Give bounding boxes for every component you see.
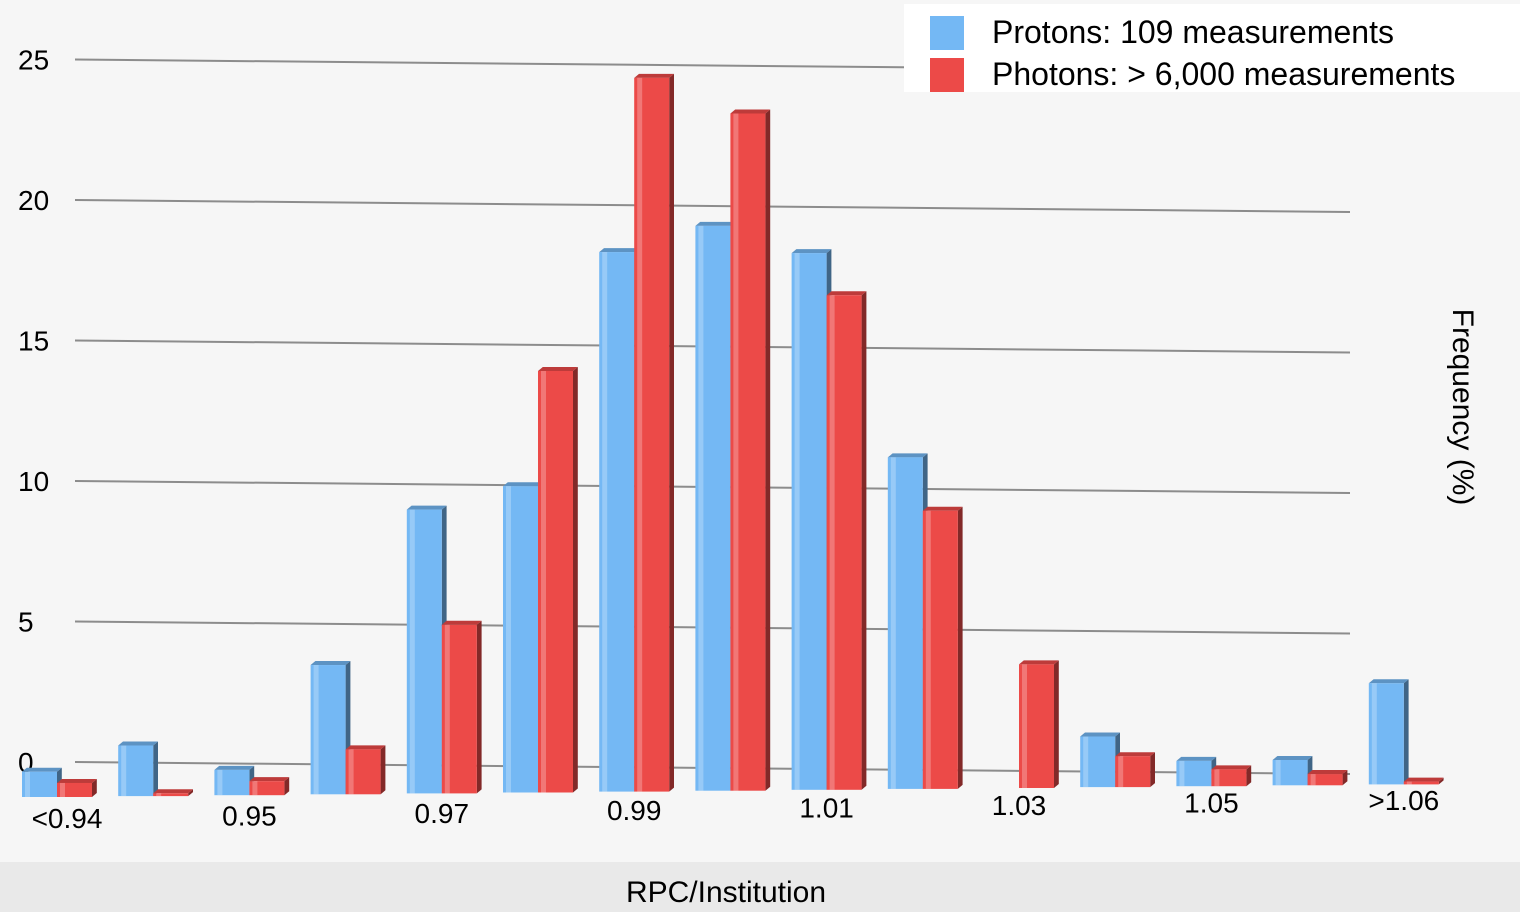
- y-tick-label: 10: [18, 466, 49, 497]
- y-tick-label: 5: [18, 607, 34, 638]
- legend-swatch-photons: [930, 58, 964, 92]
- gridline: [74, 199, 1351, 213]
- proton-bar: [310, 661, 351, 795]
- x-tick-label: <0.94: [32, 803, 103, 834]
- x-axis-title: RPC/Institution: [625, 876, 827, 909]
- photon-bar: [1403, 777, 1444, 785]
- photon-bar: [730, 109, 771, 791]
- proton-bar: [118, 741, 158, 797]
- proton-bar: [887, 453, 928, 789]
- legend-label-photons: Photons: > 6,000 measurements: [992, 56, 1456, 92]
- photon-bar: [1115, 752, 1155, 788]
- proton-bar: [695, 221, 736, 791]
- proton-bar: [406, 505, 447, 794]
- photon-bar: [922, 506, 963, 789]
- proton-bar: [1272, 756, 1313, 786]
- photon-bar: [153, 789, 193, 797]
- y-tick-label: 20: [18, 185, 49, 216]
- x-axis-band: [0, 862, 1520, 912]
- proton-bar: [1368, 679, 1409, 785]
- photon-bar: [1019, 660, 1059, 788]
- proton-bar: [22, 767, 62, 797]
- x-tick-label: 1.05: [1184, 787, 1239, 818]
- x-tick-label: 1.03: [992, 790, 1047, 821]
- legend: Protons: 109 measurements Photons: > 6,0…: [904, 4, 1520, 92]
- proton-bar: [791, 249, 832, 790]
- x-tick-label: 0.95: [222, 800, 277, 831]
- y-tick-label: 25: [18, 45, 49, 76]
- proton-bar: [214, 765, 255, 796]
- photon-bar: [634, 73, 674, 792]
- y-tick-label: 15: [18, 326, 49, 357]
- photon-bar: [345, 745, 386, 795]
- bars: [22, 73, 1444, 797]
- photon-bar: [249, 777, 290, 796]
- proton-bar: [1080, 732, 1120, 788]
- x-tick-label: 0.97: [415, 798, 470, 829]
- x-tick-label: >1.06: [1368, 785, 1439, 816]
- x-tick-label: 1.01: [799, 793, 854, 824]
- x-tick-label: 0.99: [607, 795, 662, 826]
- legend-swatch-protons: [930, 16, 964, 50]
- photon-bar: [441, 620, 482, 794]
- photon-bar: [57, 778, 97, 797]
- legend-label-protons: Protons: 109 measurements: [992, 14, 1394, 50]
- photon-bar: [1307, 770, 1348, 786]
- y-axis-title: Frequency (%): [1446, 308, 1479, 506]
- x-tick-labels: <0.94 0.95 0.97 0.99 1.01 1.03 1.05 >1.06: [32, 785, 1440, 834]
- proton-bar: [599, 248, 639, 792]
- photon-bar: [1211, 765, 1252, 787]
- proton-bar: [1176, 756, 1217, 787]
- proton-bar: [503, 482, 543, 793]
- photon-bar: [538, 367, 578, 793]
- photon-bar: [826, 291, 867, 790]
